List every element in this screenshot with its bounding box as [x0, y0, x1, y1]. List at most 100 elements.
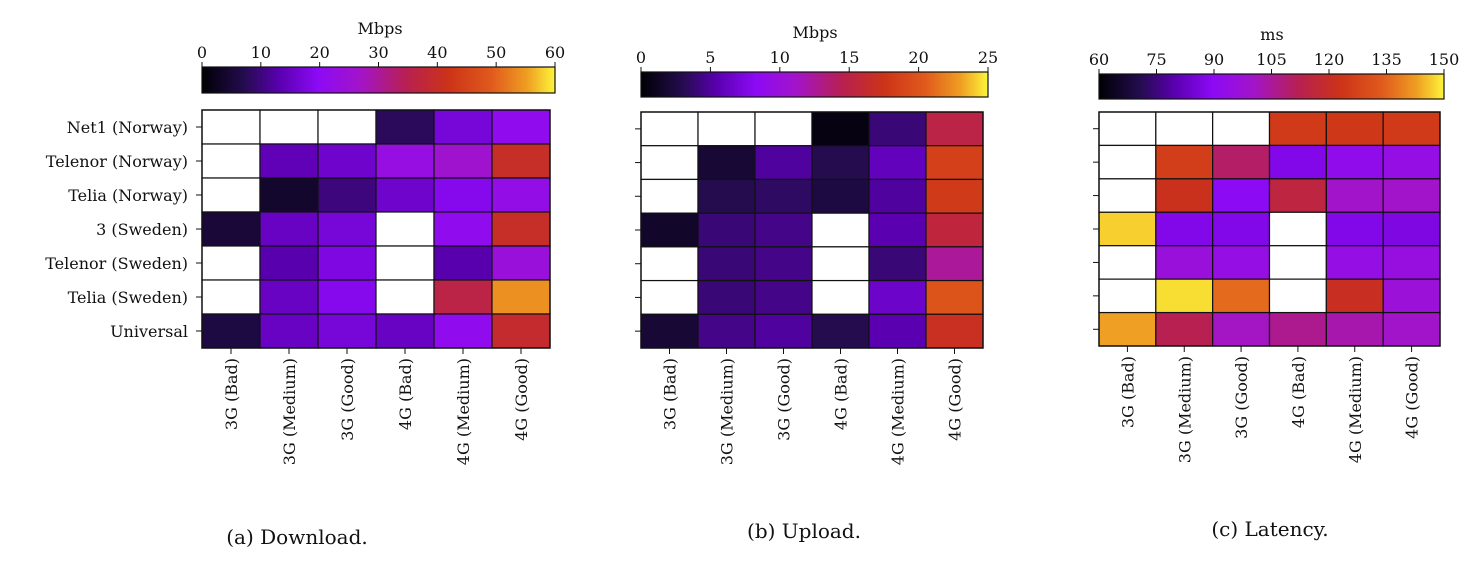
- upload-colorbar-tick-label: 15: [839, 48, 859, 67]
- upload-cell: [925, 145, 984, 181]
- latency-cell: [1268, 278, 1327, 314]
- latency-cell: [1212, 144, 1271, 180]
- latency-cell: [1325, 245, 1384, 280]
- download-cell: [491, 211, 551, 247]
- upload-col-label: 4G (Good): [946, 358, 965, 441]
- latency-heatmap: [1098, 111, 1441, 347]
- download-cell: [375, 211, 435, 247]
- download-cell: [317, 279, 377, 315]
- upload-colorbar-tick-label: 0: [636, 48, 646, 67]
- download-colorbar-tick-label: 20: [309, 43, 329, 62]
- upload-cell: [868, 111, 927, 147]
- latency-col-label: 4G (Medium): [1346, 356, 1365, 463]
- latency-col-label: 3G (Good): [1232, 356, 1251, 439]
- upload-cell: [697, 111, 756, 147]
- upload-cell: [811, 279, 870, 315]
- upload-cell: [868, 178, 927, 214]
- upload-cell: [697, 246, 756, 282]
- download-cell: [375, 143, 435, 179]
- upload-cell: [754, 111, 813, 147]
- latency-cell: [1155, 111, 1214, 147]
- latency-cell: [1155, 211, 1214, 247]
- upload-colorbar-tick-label: 20: [908, 48, 928, 67]
- download-cell: [491, 245, 551, 281]
- download-cell: [259, 211, 319, 247]
- download-cell: [201, 143, 261, 179]
- download-colorbar-tick-label: 10: [251, 43, 271, 62]
- download-cell: [317, 109, 377, 145]
- download-colorbar-tick-label: 60: [545, 43, 565, 62]
- download-cell: [433, 245, 493, 281]
- latency-cell: [1325, 144, 1384, 180]
- download-col-label: 3G (Medium): [280, 358, 299, 465]
- upload-cell: [640, 212, 699, 248]
- upload-cell: [754, 145, 813, 181]
- download-cell: [375, 177, 435, 213]
- latency-cell: [1098, 245, 1157, 280]
- upload-caption: (b) Upload.: [747, 519, 861, 543]
- latency-cell: [1268, 245, 1327, 280]
- latency-cell: [1382, 245, 1441, 280]
- download-cell: [259, 177, 319, 213]
- latency-cell: [1155, 245, 1214, 280]
- upload-cell: [811, 246, 870, 282]
- download-col-label: 3G (Bad): [222, 358, 241, 430]
- upload-chart: 0 5 10 15 20 25 3G (Bad) 3G (Medium) 3G (Good) 4G…: [635, 48, 998, 465]
- download-cell: [375, 109, 435, 145]
- latency-cell: [1268, 311, 1327, 347]
- upload-cell: [811, 111, 870, 147]
- upload-cell: [640, 313, 699, 349]
- download-colorbar-tick-label: 30: [368, 43, 388, 62]
- download-row-label: Net1 (Norway): [67, 118, 188, 137]
- download-cell: [201, 177, 261, 213]
- latency-colorbar-tick-label: 120: [1314, 50, 1345, 69]
- download-cell: [433, 143, 493, 179]
- download-row-label: Universal: [110, 322, 188, 341]
- latency-col-label: 4G (Bad): [1289, 356, 1308, 428]
- download-cell: [433, 109, 493, 145]
- download-cell: [259, 279, 319, 315]
- latency-cell: [1382, 311, 1441, 347]
- download-cell: [317, 211, 377, 247]
- download-colorbar-label: Mbps: [357, 19, 402, 38]
- download-cell: [317, 177, 377, 213]
- latency-cell: [1325, 278, 1384, 314]
- download-cell: [433, 211, 493, 247]
- download-cell: [201, 109, 261, 145]
- download-cell: [201, 313, 261, 349]
- upload-cell: [811, 313, 870, 349]
- latency-cell: [1098, 311, 1157, 347]
- latency-cell: [1155, 278, 1214, 314]
- upload-cell: [640, 145, 699, 181]
- upload-panel: Mbps (b) Upload.: [747, 23, 861, 543]
- download-cell: [201, 245, 261, 281]
- upload-cell: [754, 246, 813, 282]
- upload-col-label: 4G (Bad): [832, 358, 851, 430]
- upload-cell: [754, 313, 813, 349]
- upload-colorbar-tick-label: 25: [978, 48, 998, 67]
- download-col-label: 3G (Good): [338, 358, 357, 441]
- upload-cell: [640, 111, 699, 147]
- upload-cell: [697, 279, 756, 315]
- latency-cell: [1212, 111, 1271, 147]
- download-cell: [491, 279, 551, 315]
- download-row-label: Telia (Sweden): [68, 288, 188, 307]
- upload-cell: [925, 111, 984, 147]
- download-cell: [317, 245, 377, 281]
- latency-cell: [1325, 311, 1384, 347]
- upload-cell: [868, 313, 927, 349]
- download-chart: 0 10 20 30 40 50 60 Net1 (Norway) Telenor (Norwa…: [45, 43, 565, 465]
- latency-cell: [1155, 144, 1214, 180]
- latency-colorbar-label: ms: [1260, 25, 1283, 44]
- latency-colorbar-tick-label: 75: [1146, 50, 1166, 69]
- upload-cell: [925, 279, 984, 315]
- download-row-label: 3 (Sweden): [96, 220, 188, 239]
- download-cell: [375, 245, 435, 281]
- latency-cell: [1098, 278, 1157, 314]
- download-cell: [433, 313, 493, 349]
- download-heatmap: [201, 109, 551, 349]
- upload-cell: [754, 212, 813, 248]
- latency-colorbar-tick-label: 90: [1204, 50, 1224, 69]
- upload-cell: [697, 178, 756, 214]
- upload-cell: [925, 178, 984, 214]
